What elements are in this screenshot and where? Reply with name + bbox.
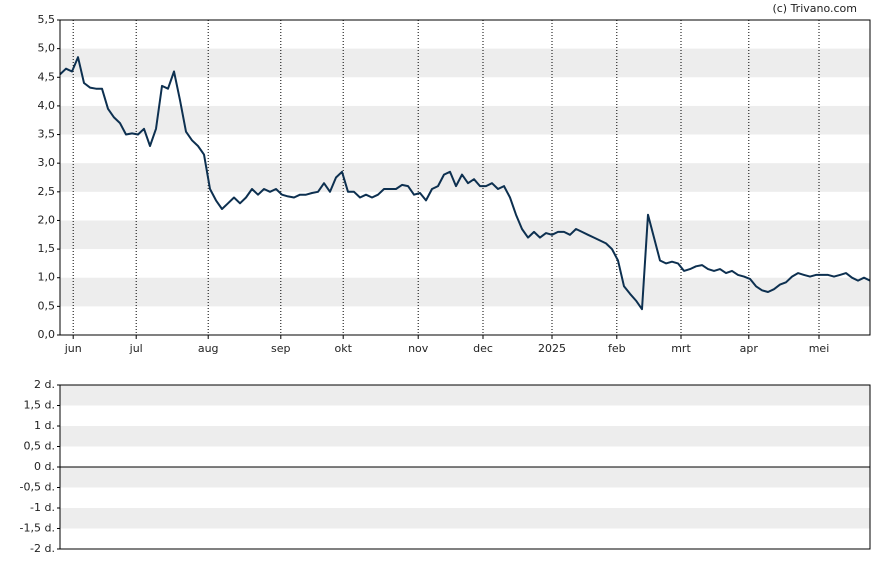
y-tick-label: 5,0 xyxy=(38,42,56,55)
y-tick-label: 3,0 xyxy=(38,156,56,169)
plot-frame xyxy=(59,19,871,336)
y-tick-label: 4,5 xyxy=(38,70,56,83)
y-tick-label: 3,5 xyxy=(38,128,56,141)
x-tick-label: jun xyxy=(64,342,82,355)
y-tick-label: 0,5 xyxy=(38,299,56,312)
y-tick-label: 5,5 xyxy=(38,13,56,26)
y-tick-label: 0 d. xyxy=(34,460,55,473)
y-tick-label: -0,5 d. xyxy=(20,481,55,494)
y-tick-label: 1,5 d. xyxy=(24,399,55,412)
x-tick-label: apr xyxy=(740,342,759,355)
y-tick-label: 2 d. xyxy=(34,378,55,391)
x-tick-label: jul xyxy=(129,342,143,355)
y-tick-label: 0,0 xyxy=(38,328,56,341)
x-tick-label: 2025 xyxy=(538,342,566,355)
x-tick-label: aug xyxy=(198,342,219,355)
y-tick-label: 2,0 xyxy=(38,213,56,226)
y-tick-label: 1,0 xyxy=(38,271,56,284)
y-tick-label: 1,5 xyxy=(38,242,56,255)
x-tick-label: mei xyxy=(809,342,830,355)
grid-band xyxy=(60,105,870,135)
credit: (c) Trivano.com xyxy=(772,2,857,15)
grid-band xyxy=(60,277,870,307)
plot-frame xyxy=(59,384,871,550)
grid-band xyxy=(60,220,870,250)
x-tick-label: okt xyxy=(334,342,352,355)
grid-band xyxy=(60,426,870,447)
x-tick-label: sep xyxy=(271,342,290,355)
x-tick-label: mrt xyxy=(671,342,691,355)
y-tick-label: 4,0 xyxy=(38,99,56,112)
y-tick-label: 0,5 d. xyxy=(24,440,55,453)
grid-band xyxy=(60,48,870,78)
x-tick-label: nov xyxy=(408,342,429,355)
y-tick-label: 2,5 xyxy=(38,185,56,198)
price-line xyxy=(59,56,871,311)
x-tick-label: dec xyxy=(473,342,493,355)
grid-band xyxy=(60,508,870,529)
x-tick-label: feb xyxy=(608,342,626,355)
grid-band xyxy=(60,385,870,406)
grid-band xyxy=(60,467,870,488)
y-tick-label: -2 d. xyxy=(30,542,55,555)
y-tick-label: -1,5 d. xyxy=(20,522,55,535)
y-tick-label: -1 d. xyxy=(30,501,55,514)
y-tick-label: 1 d. xyxy=(34,419,55,432)
